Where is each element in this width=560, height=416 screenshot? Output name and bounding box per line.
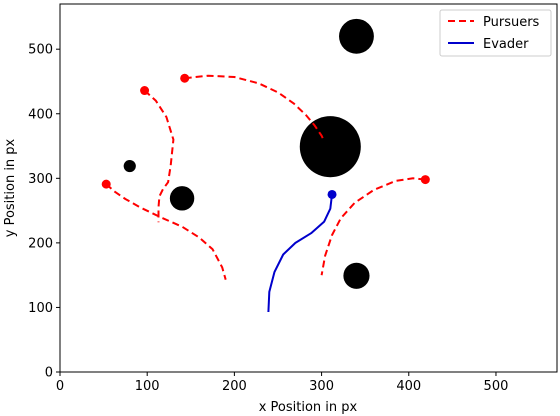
evader-marker-1 [327, 189, 337, 199]
y-tick-label-500: 500 [28, 43, 53, 58]
pursuers-path-1 [143, 89, 175, 223]
obstacle-2 [299, 116, 361, 178]
x-axis-label: x Position in px [259, 400, 358, 415]
plot-area-frame [59, 3, 558, 373]
obstacle-4 [123, 159, 136, 173]
obstacle-3 [169, 186, 195, 211]
legend-label-pursuers: Pursuers [483, 15, 540, 30]
y-tick-label-300: 300 [28, 172, 53, 187]
pursuers-marker-3 [180, 73, 190, 83]
x-tick-label-200: 200 [222, 379, 247, 394]
pursuers-path-4 [320, 177, 426, 276]
pursuers-path-3 [184, 74, 326, 142]
pursuers-marker-2 [101, 179, 111, 189]
y-axis-label: y Position in px [3, 138, 18, 237]
plot-layer [101, 18, 430, 313]
pursuers-marker-4 [420, 175, 430, 185]
evader-path-1 [267, 194, 333, 313]
y-tick-label-0: 0 [45, 366, 53, 381]
axis-layer: 0 100 200 300 400 500 0 100 200 300 400 500 [28, 43, 508, 394]
pursuers-marker-1 [140, 86, 150, 96]
obstacle-1 [339, 18, 374, 54]
y-tick-label-200: 200 [28, 236, 53, 251]
legend-box [439, 9, 552, 57]
x-tick-label-300: 300 [309, 379, 334, 394]
x-tick-label-0: 0 [56, 379, 64, 394]
y-tick-label-100: 100 [28, 301, 53, 316]
legend: Pursuers Evader [439, 9, 552, 57]
pursuers-path-2 [105, 183, 227, 280]
x-tick-label-100: 100 [135, 379, 160, 394]
x-tick-label-500: 500 [484, 379, 509, 394]
x-tick-label-400: 400 [396, 379, 421, 394]
obstacle-5 [343, 262, 370, 289]
legend-label-evader: Evader [483, 37, 529, 52]
y-tick-label-400: 400 [28, 107, 53, 122]
